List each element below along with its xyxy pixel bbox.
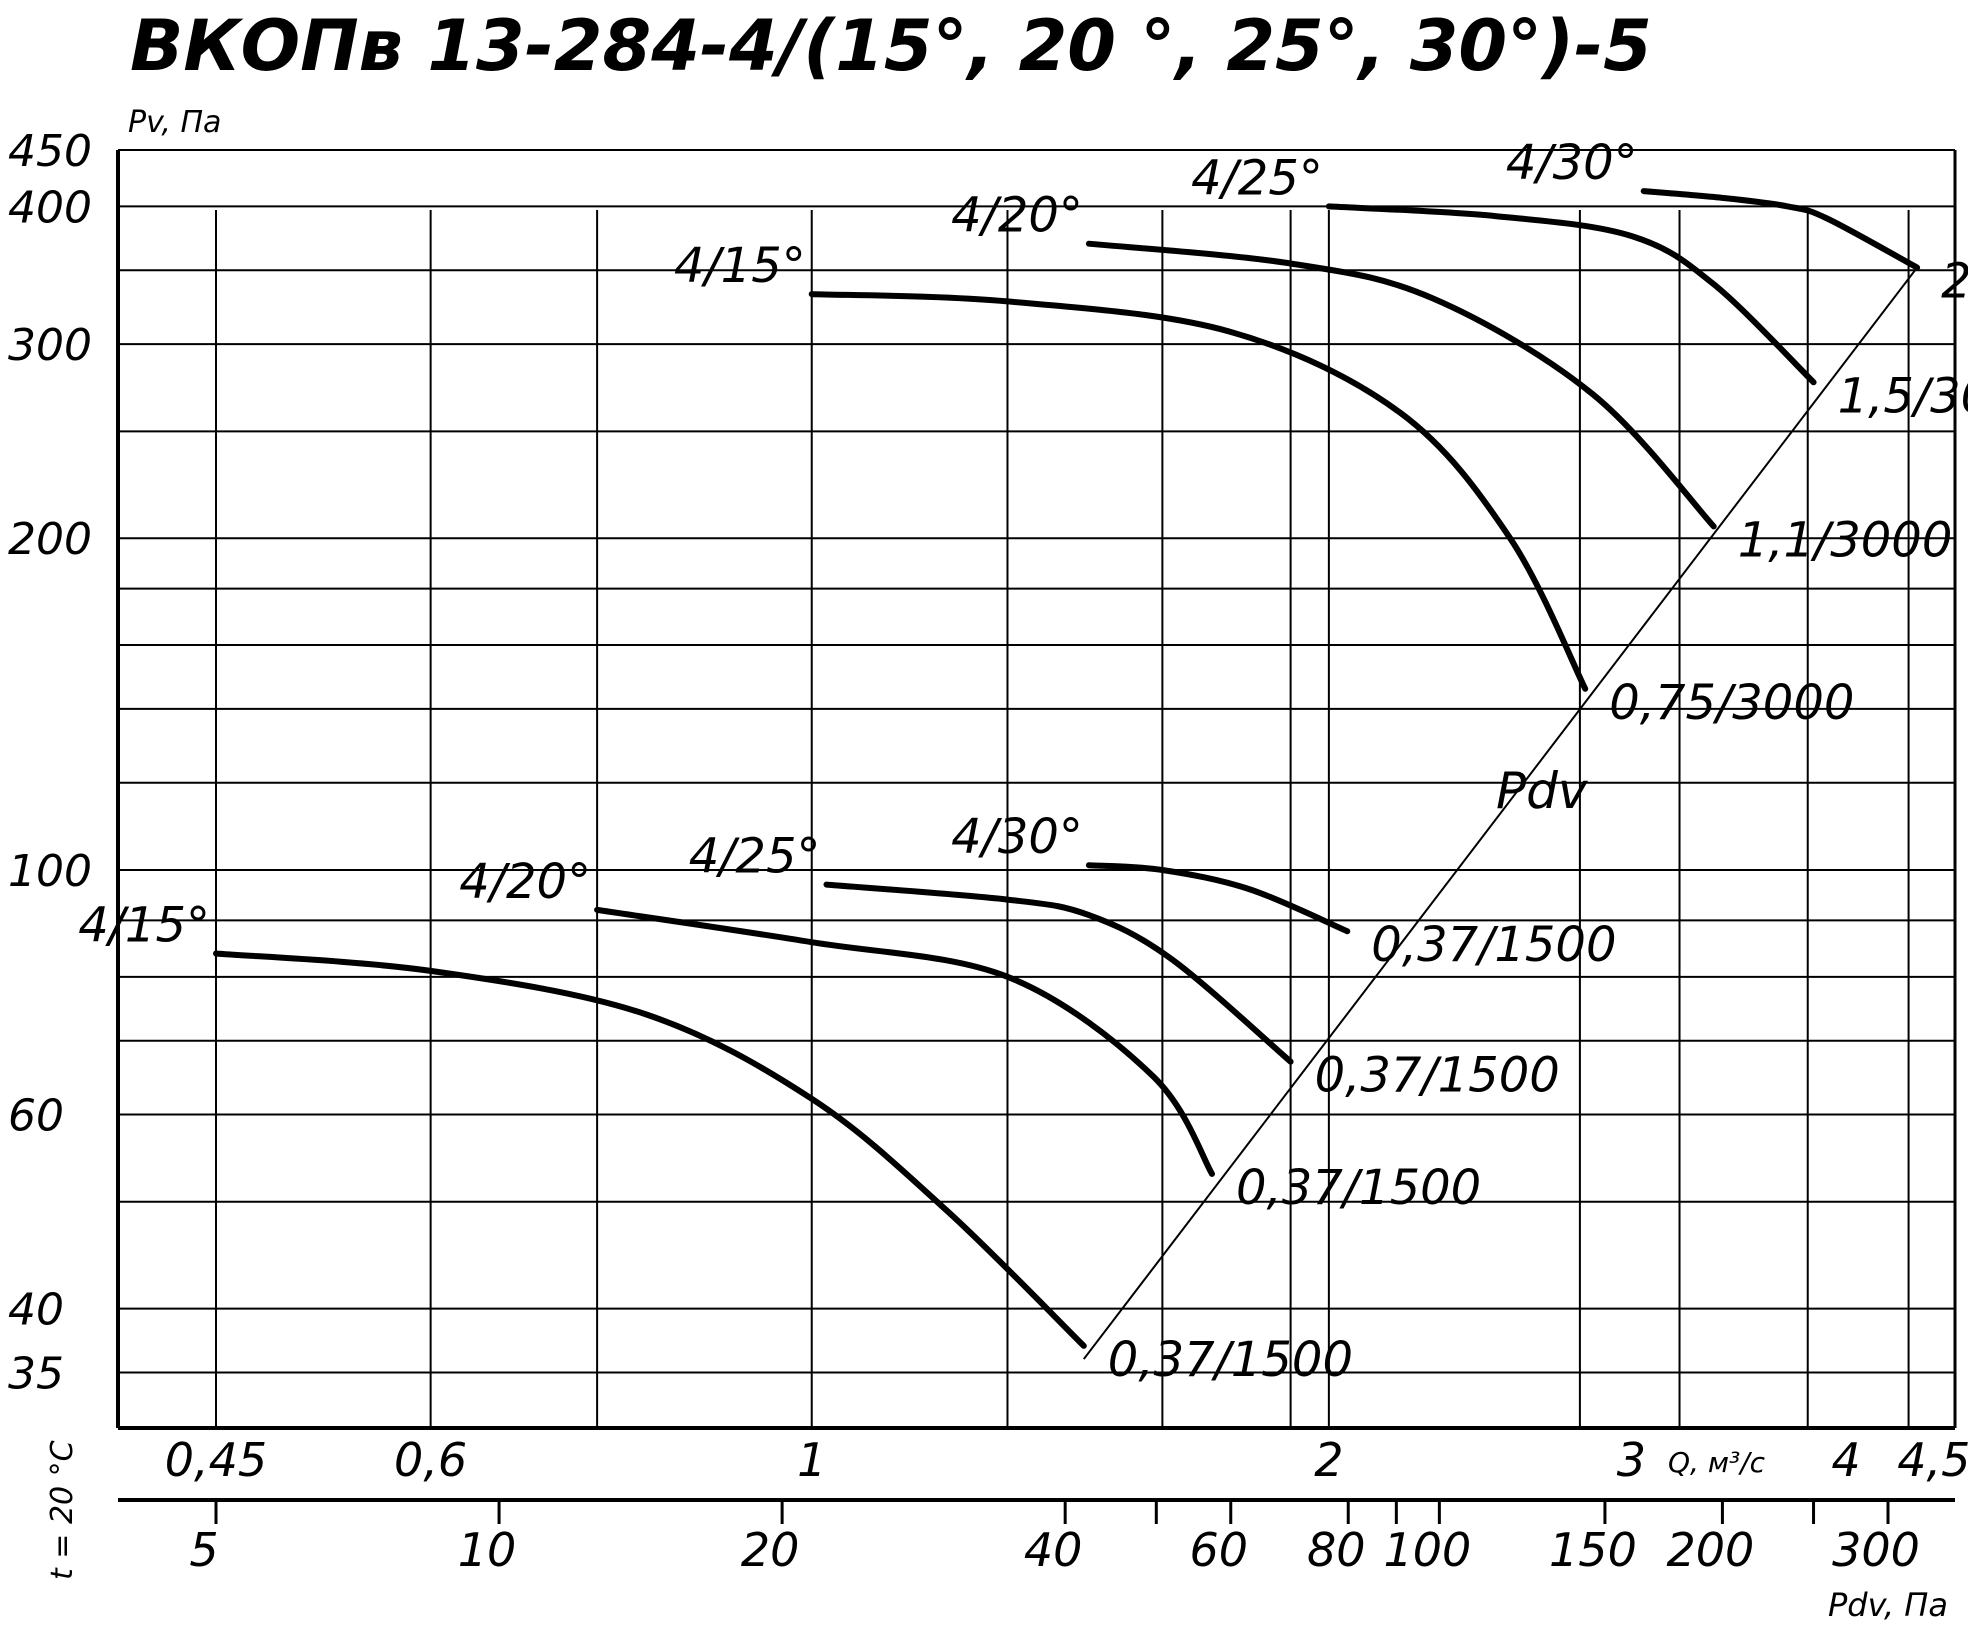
x-tick-label: 3 [1617, 1433, 1646, 1487]
series-name-label: 4/30° [951, 809, 1083, 865]
pdv-diagonal-line [1082, 266, 1918, 1360]
pdv-line-label: Pdv [1496, 762, 1589, 820]
motor-label: 1,5/3000 [1838, 368, 1968, 424]
series-name-label: 4/15° [674, 238, 806, 294]
pdv-axis-label: Pdv, Па [1828, 1586, 1948, 1624]
pdv-tick-label: 5 [189, 1523, 218, 1577]
series-name-label: 4/15° [78, 897, 210, 953]
y-tick-label: 400 [8, 182, 92, 233]
y-axis-label: Pv, Па [128, 105, 221, 140]
series-line [823, 881, 1294, 1065]
pdv-tick-label: 10 [458, 1523, 517, 1577]
series-line [1085, 240, 1717, 530]
series-name-label: 4/20° [951, 188, 1083, 244]
x-tick-label: 1 [797, 1433, 826, 1487]
series-name-label: 4/25° [689, 829, 821, 885]
motor-label: 1,1/3000 [1738, 512, 1953, 568]
pdv-tick-label: 300 [1832, 1523, 1920, 1577]
pdv-tick-label: 40 [1024, 1523, 1083, 1577]
series-line [213, 950, 1087, 1349]
pdv-tick-label: 80 [1307, 1523, 1366, 1577]
pdv-tick-label: 60 [1189, 1523, 1248, 1577]
x-axis-label: Q, м³/с [1668, 1446, 1766, 1479]
y-tick-label: 300 [8, 320, 92, 371]
series-name-label: 4/20° [459, 854, 591, 910]
x-tick-label: 0,45 [165, 1433, 267, 1487]
pdv-tick-label: 200 [1667, 1523, 1755, 1577]
motor-label: 0,37/1500 [1108, 1332, 1353, 1388]
motor-label: 0,37/1500 [1371, 917, 1616, 973]
series-line [808, 291, 1589, 692]
x-tick-label: 0,6 [394, 1433, 467, 1487]
grid [118, 149, 1955, 1428]
y-tick-label: 35 [8, 1349, 64, 1400]
pdv-tick-label: 100 [1383, 1523, 1471, 1577]
y-tick-label: 200 [8, 514, 92, 565]
series-line [1640, 188, 1921, 271]
series [213, 188, 1921, 1349]
motor-label: 2,2/3000 [1941, 254, 1968, 310]
labels: 4/15° 0,37/1500 4/20° 0,37/1500 4/25° 0,37/15… [78, 135, 1968, 1388]
pdv-tick-label: 20 [741, 1523, 800, 1577]
x-tick-label: 4,5 [1897, 1433, 1968, 1487]
series-line [1085, 862, 1351, 935]
temperature-label: t = 20 °C [45, 1440, 80, 1580]
series-line [594, 906, 1215, 1177]
motor-label: 0,37/1500 [1236, 1160, 1481, 1216]
y-tick-label: 100 [8, 846, 92, 897]
y-tick-label: 60 [8, 1091, 64, 1142]
x-tick-label: 4 [1831, 1433, 1860, 1487]
y-tick-label: 40 [8, 1285, 64, 1336]
series-name-label: 4/30° [1506, 135, 1638, 191]
y-tick-label: 450 [8, 126, 92, 177]
chart-title: ВКОПв 13-284-4/(15°, 20 °, 25°, 30°)-5 [130, 5, 1652, 87]
motor-label: 0,37/1500 [1315, 1048, 1560, 1104]
pdv-tick-label: 150 [1549, 1523, 1637, 1577]
motor-label: 0,75/3000 [1609, 675, 1854, 731]
series-line [1325, 203, 1817, 386]
x-tick-label: 2 [1314, 1433, 1343, 1487]
series-name-label: 4/25° [1191, 150, 1323, 206]
